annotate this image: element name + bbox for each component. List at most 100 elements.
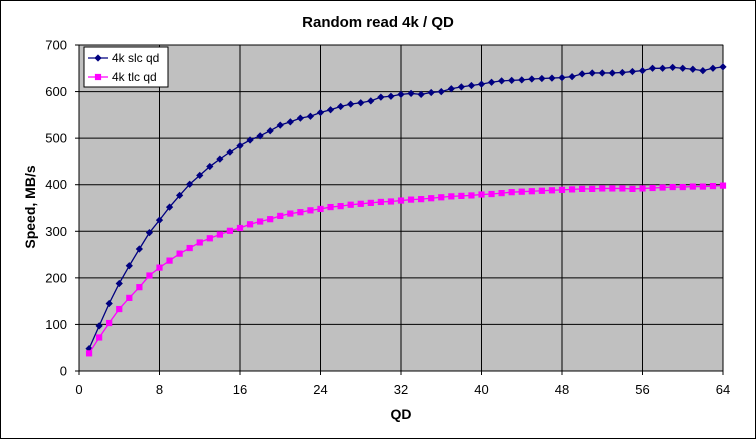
data-point [648,64,657,72]
data-point [478,191,485,198]
data-point [579,185,586,193]
data-point [216,231,223,238]
data-point [166,257,173,264]
data-point [448,193,455,200]
data-point [659,64,667,72]
data-point [387,92,395,100]
data-point [407,89,415,98]
data-point [457,83,465,91]
data-point [267,216,274,223]
data-point [287,210,294,217]
series-2 [85,182,727,357]
x-tick-label: 64 [716,382,730,397]
data-point [96,334,103,341]
x-axis-label: QD [391,406,412,422]
data-point [538,74,546,83]
data-point [528,188,535,195]
data-point [417,90,425,98]
data-point [156,264,163,271]
data-point [599,185,606,192]
data-point [679,183,686,191]
data-point [357,99,365,107]
data-point [296,114,304,122]
data-point [518,188,525,195]
y-tick-label: 200 [45,270,67,285]
data-point [628,67,637,76]
data-point [307,207,314,214]
data-point [206,162,214,171]
data-point [508,189,515,196]
data-point [588,69,596,77]
legend-label: 4k slc qd [112,51,159,65]
data-point [85,350,93,357]
legend-item: 4k tlc qd [88,70,157,84]
data-point [377,198,384,206]
y-tick-label: 0 [60,364,67,379]
data-point [679,64,687,72]
data-point [468,192,475,199]
data-point [337,203,344,210]
y-tick-label: 600 [45,84,67,99]
data-point [438,194,445,201]
x-tick-label: 8 [156,382,163,397]
data-point [719,63,727,71]
legend-marker [94,73,102,81]
series-layer [85,63,727,357]
series-line [88,66,724,349]
x-tick-label: 24 [313,382,327,397]
legend-box [83,46,169,88]
data-point [347,201,354,208]
data-point [106,319,113,327]
data-point [95,322,103,330]
data-point [589,185,596,193]
data-point [558,186,566,193]
data-point [286,118,294,126]
data-point [548,187,556,194]
data-point [125,262,133,270]
data-point [568,186,576,193]
data-point [598,69,606,77]
data-point [608,69,616,77]
data-point [236,224,244,232]
y-axis-label: Speed, MB/s [22,165,38,248]
data-point [558,73,566,82]
series-line [88,185,724,354]
data-point [266,127,274,135]
data-point [609,185,616,192]
data-point [146,272,153,279]
y-tick-label: 500 [45,131,67,146]
x-tick-label: 56 [635,382,649,397]
data-point [709,183,717,190]
y-tick-label: 700 [45,38,67,53]
data-point [306,112,315,120]
data-point [226,148,234,156]
data-point [246,136,254,144]
data-point [689,183,696,190]
data-point [618,68,626,77]
data-point [387,198,395,205]
data-point [709,64,717,72]
data-point [105,299,113,308]
data-point [367,199,374,206]
x-tick-label: 40 [474,382,488,397]
y-tick-label: 100 [45,317,67,332]
data-point [467,81,476,90]
data-point [518,76,526,84]
data-point [317,205,324,213]
y-tick-label: 300 [45,224,67,239]
gridlines [79,44,724,371]
data-point [669,183,676,191]
data-point [638,66,647,75]
data-point [186,244,193,252]
x-tick-label: 0 [75,382,82,397]
data-point [246,221,254,228]
data-point [397,90,405,98]
data-point [719,182,727,189]
legend-label: 4k tlc qd [112,70,157,84]
data-point [367,97,375,105]
data-point [447,85,455,93]
data-point [528,75,536,83]
legend: 4k slc qd 4k tlc qd [83,46,169,88]
data-point [699,183,706,190]
